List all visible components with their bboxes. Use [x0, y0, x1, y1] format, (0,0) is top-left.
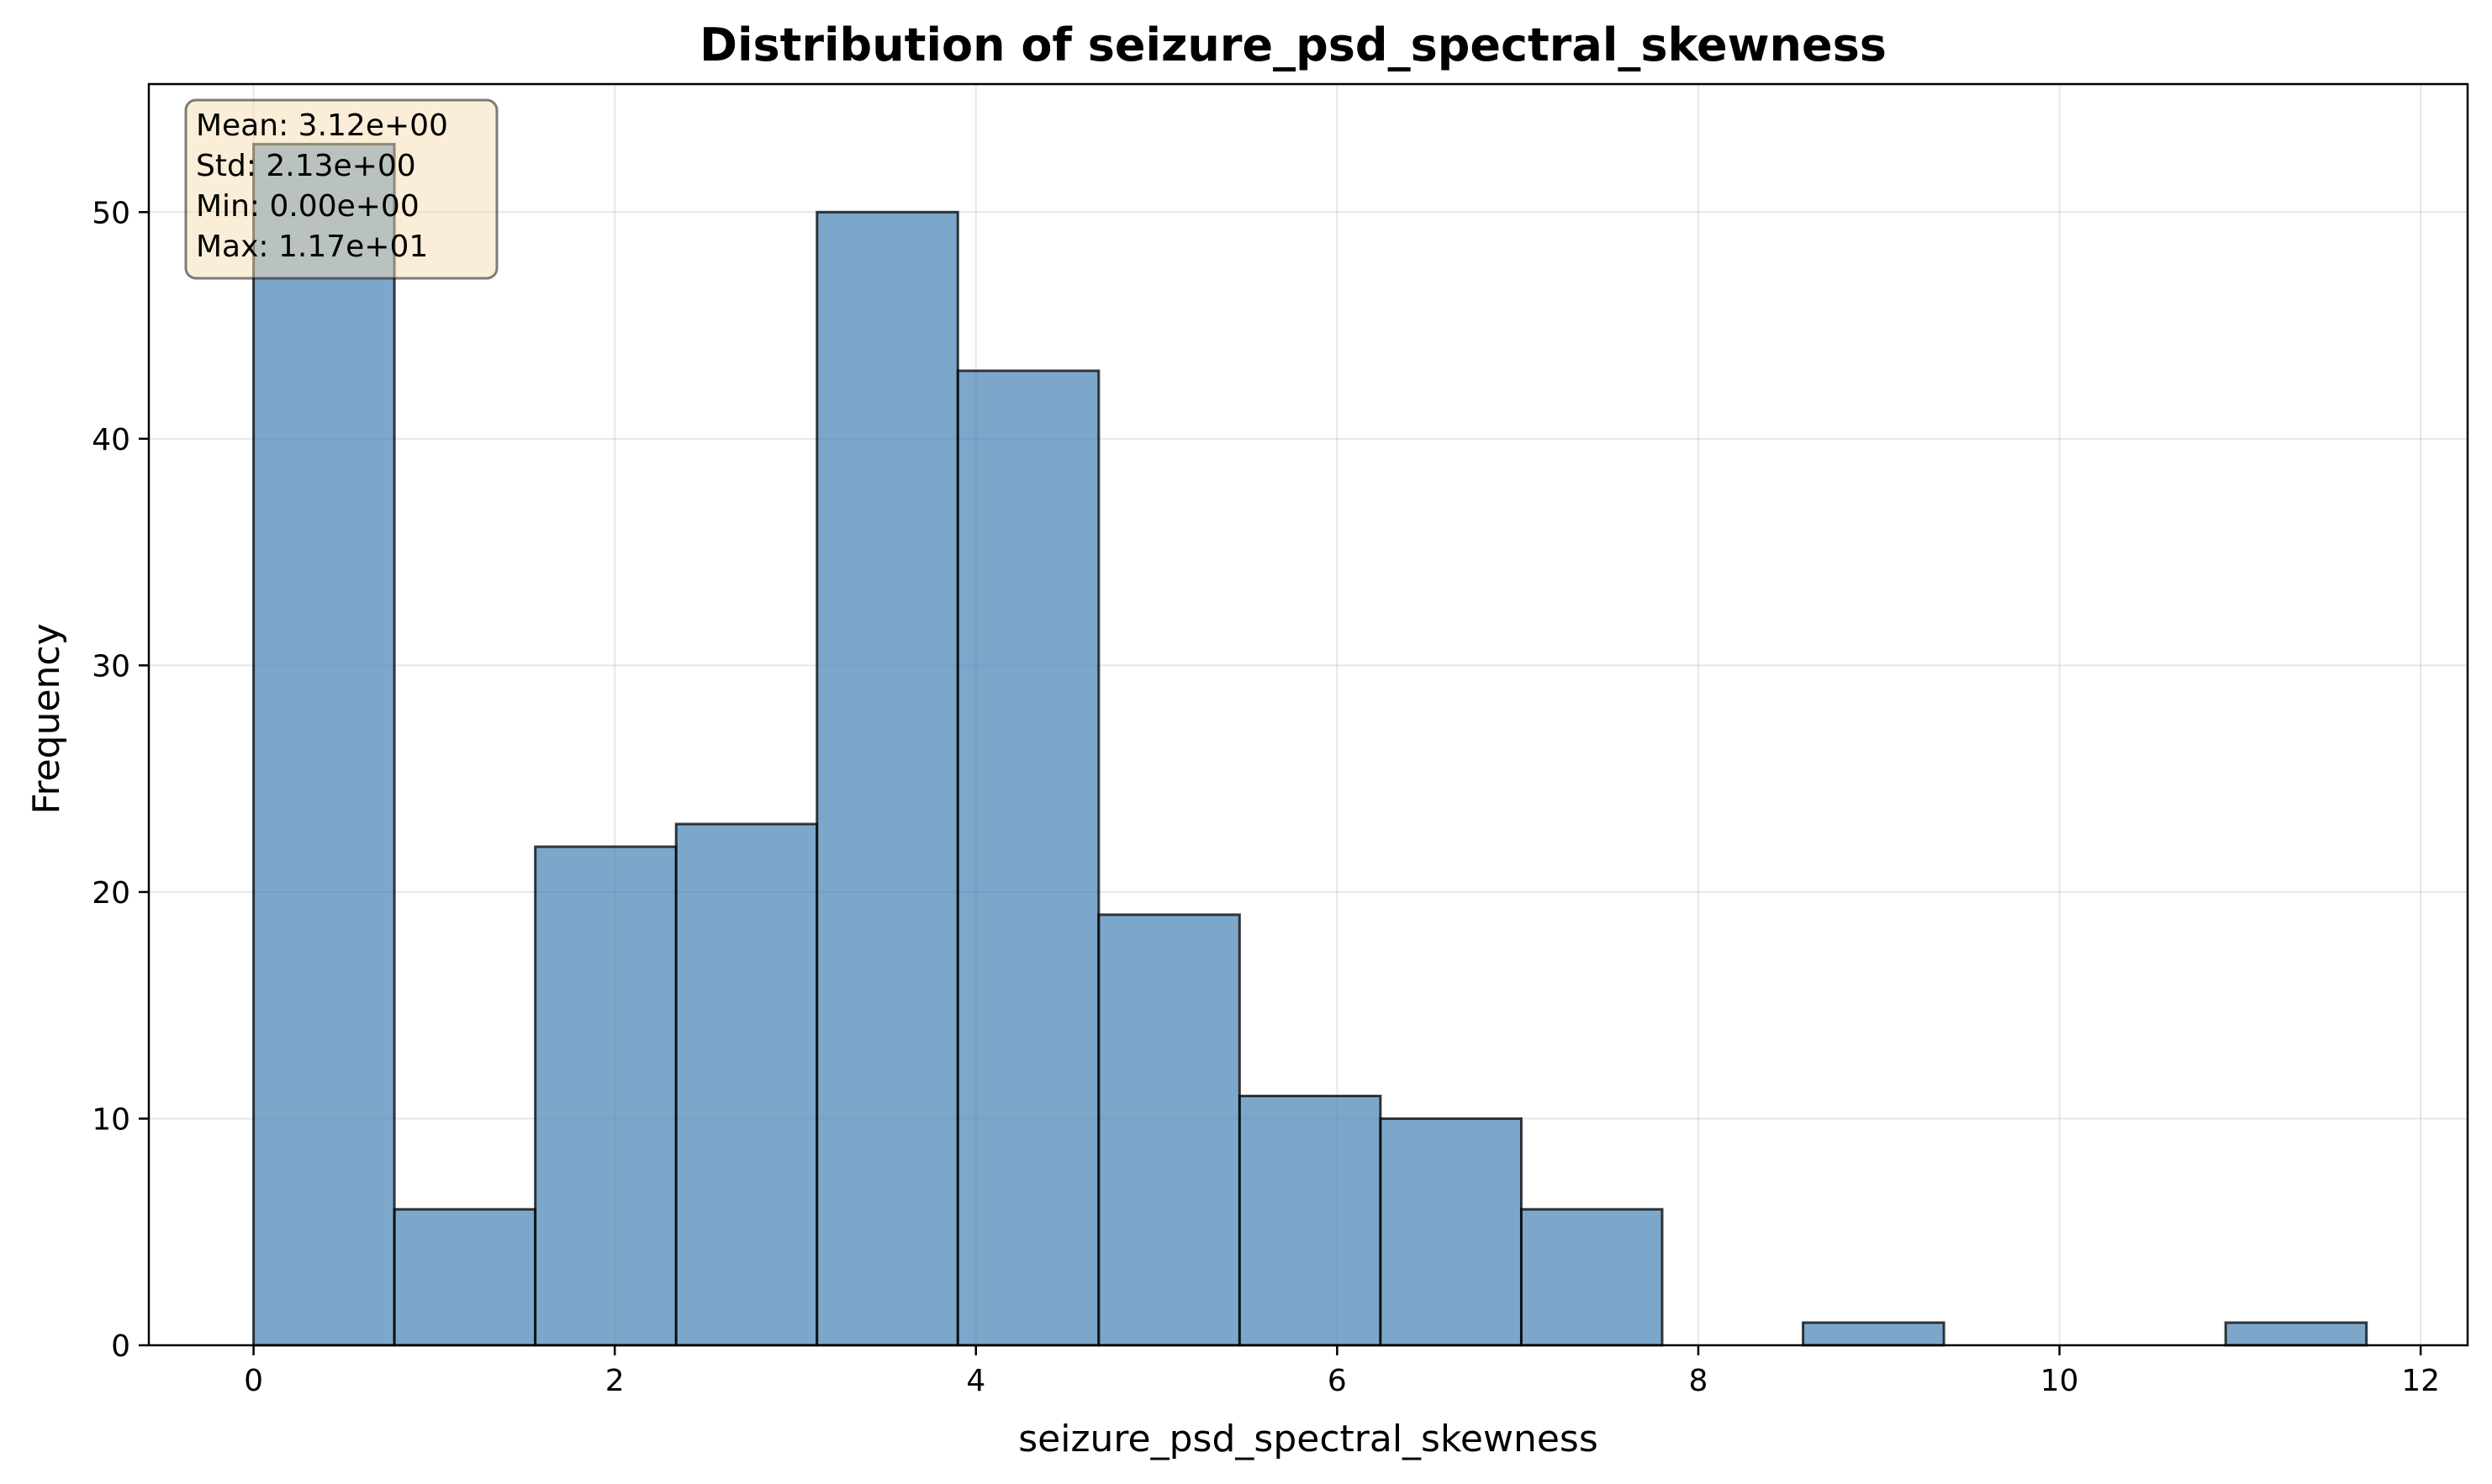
histogram-bar — [956, 369, 1101, 1347]
stats-max: Max: 1.17e+01 — [196, 230, 428, 264]
x-tick-label: 10 — [2041, 1364, 2079, 1398]
histogram-bar — [1519, 1207, 1664, 1347]
x-tick-label: 6 — [1328, 1364, 1347, 1398]
stats-mean: Mean: 3.12e+00 — [196, 108, 448, 143]
histogram-bar — [393, 1207, 537, 1347]
y-tick-label: 10 — [92, 1102, 130, 1137]
histogram-bar — [816, 210, 959, 1347]
y-tick-label: 20 — [92, 876, 130, 911]
stats-box: Mean: 3.12e+00 Std: 2.13e+00 Min: 0.00e+… — [184, 98, 499, 280]
stats-box-background — [184, 98, 499, 280]
chart-title: Distribution of seizure_psd_spectral_ske… — [700, 18, 1887, 71]
x-axis-ticks: 0 2 4 6 8 10 12 — [244, 1345, 2440, 1398]
y-tick-label: 50 — [92, 196, 130, 230]
x-tick-label: 4 — [966, 1364, 985, 1398]
y-axis-ticks: 0 10 20 30 40 50 — [92, 196, 149, 1364]
histogram-bar — [1097, 913, 1241, 1347]
histogram-bar — [252, 142, 396, 1347]
x-tick-label: 0 — [244, 1364, 263, 1398]
histogram-bar — [2224, 1321, 2368, 1347]
histogram-bar — [1238, 1095, 1382, 1347]
plot-frame — [147, 82, 2469, 1347]
y-axis-label: Frequency — [25, 623, 68, 814]
stats-min: Min: 0.00e+00 — [196, 189, 420, 224]
y-tick-label: 30 — [92, 649, 130, 684]
histogram-bars — [252, 142, 2368, 1347]
x-axis-label: seizure_psd_spectral_skewness — [1018, 1418, 1598, 1460]
x-tick-label: 8 — [1689, 1364, 1708, 1398]
y-tick-label: 0 — [111, 1329, 130, 1364]
histogram-bar — [1802, 1321, 1946, 1347]
stats-std: Std: 2.13e+00 — [196, 149, 416, 183]
histogram-bar — [534, 845, 678, 1347]
y-tick-label: 40 — [92, 423, 130, 457]
x-tick-label: 12 — [2401, 1364, 2440, 1398]
histogram-bar — [1379, 1117, 1523, 1347]
x-tick-label: 2 — [605, 1364, 625, 1398]
histogram-bar — [674, 822, 819, 1347]
